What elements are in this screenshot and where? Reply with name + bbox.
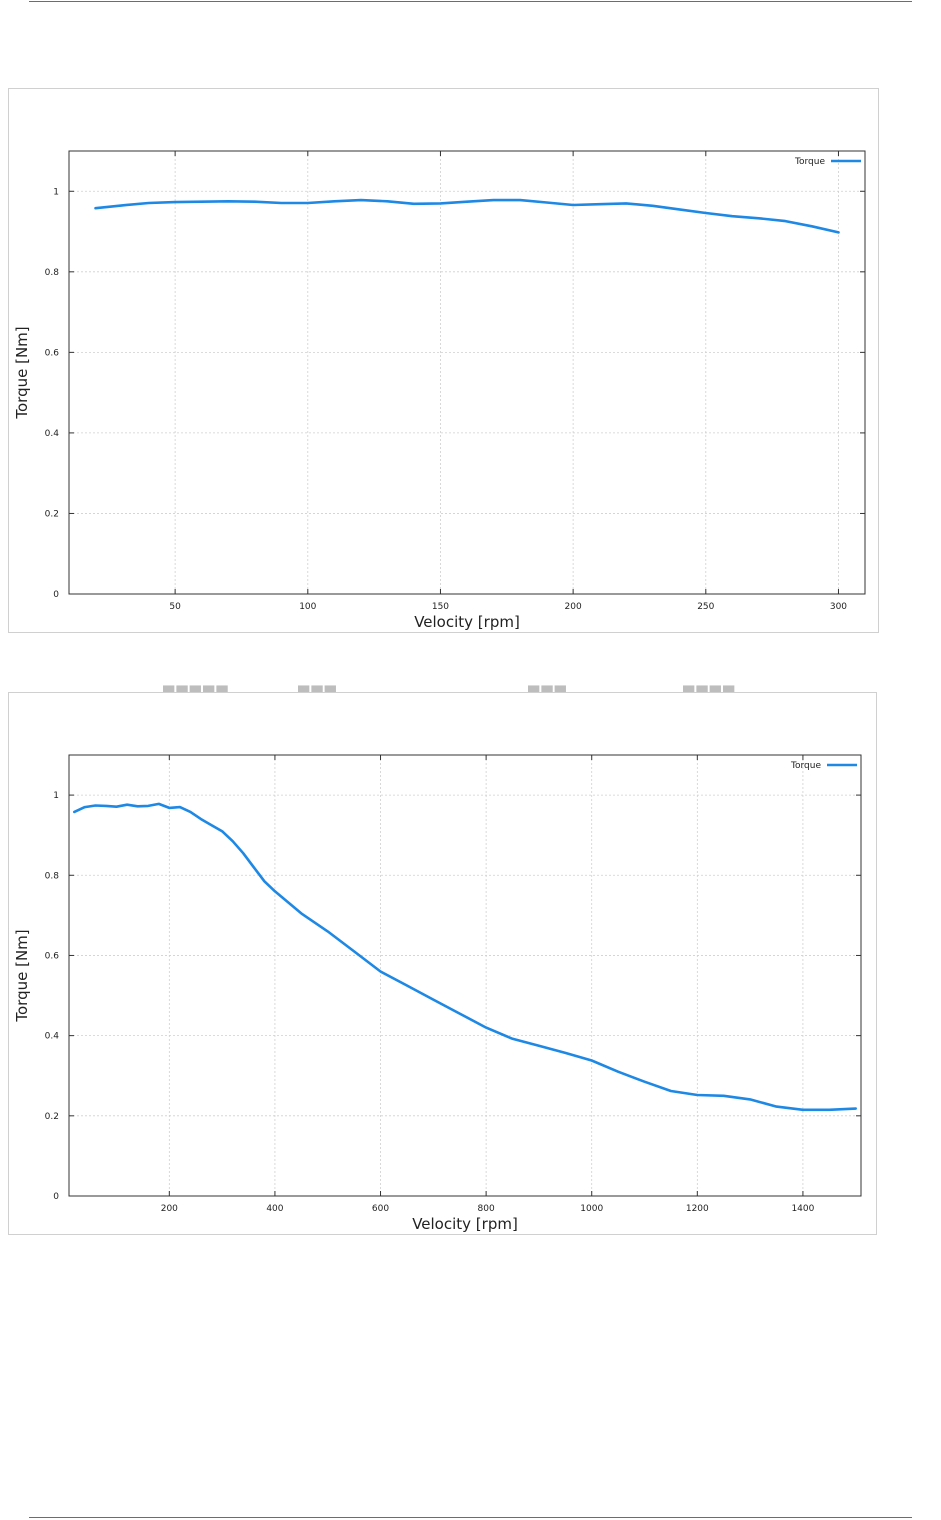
y-tick-label: 1 [53, 791, 59, 801]
y-tick-label: 0.6 [45, 951, 60, 961]
x-tick-label: 600 [372, 1204, 389, 1214]
y-tick-label: 0.8 [45, 268, 60, 278]
y-tick-label: 0.2 [45, 509, 59, 519]
x-tick-label: 200 [565, 602, 582, 612]
torque-velocity-chart-1500rpm: 200 400 600 800 1000 1200 1400 0 0.2 0.4 0.6 0.8 1 Ve… [13, 754, 862, 1233]
x-tick-label: 250 [697, 602, 714, 612]
y-tick-label: 0.4 [45, 429, 60, 439]
chart-panel-2: 200 400 600 800 1000 1200 1400 0 0.2 0.4 0.6 0.8 1 Ve… [8, 692, 877, 1235]
series-line-torque [73, 802, 858, 1112]
x-tick-label: 1200 [686, 1204, 709, 1214]
x-tick-label: 200 [161, 1204, 178, 1214]
chart-panel-1: 50 100 150 200 250 300 0 0.2 0.4 0.6 0.8 1 Velocity … [8, 88, 879, 633]
y-tick-label: 0 [53, 590, 59, 600]
cropped-caption-fragment: ▀▀▀▀▀ ▀▀▀ ▀▀▀ ▀▀▀▀ [8, 682, 877, 696]
y-tick-label: 0 [53, 1192, 59, 1202]
x-tick-label: 1400 [791, 1204, 814, 1214]
plot-frame [68, 754, 862, 1197]
y-tick-label: 0.8 [45, 871, 60, 881]
y-axis-label: Torque [Nm] [13, 929, 31, 1022]
x-tick-label: 300 [830, 602, 847, 612]
y-tick-label: 0.6 [45, 348, 60, 358]
legend-label: Torque [794, 157, 825, 167]
torque-velocity-chart-300rpm: 50 100 150 200 250 300 0 0.2 0.4 0.6 0.8 1 Velocity … [13, 150, 866, 631]
x-tick-label: 800 [478, 1204, 495, 1214]
x-tick-label: 1000 [580, 1204, 603, 1214]
y-tick-label: 0.2 [45, 1112, 59, 1122]
y-tick-label: 1 [53, 187, 59, 197]
x-tick-label: 50 [169, 602, 181, 612]
plot-frame [68, 150, 866, 595]
x-tick-label: 150 [432, 602, 449, 612]
bottom-rule [29, 1517, 912, 1518]
top-rule [29, 1, 912, 2]
series-line-torque [94, 198, 840, 234]
legend-label: Torque [790, 761, 821, 771]
x-tick-label: 100 [299, 602, 316, 612]
y-axis-label: Torque [Nm] [13, 326, 31, 419]
y-tick-label: 0.4 [45, 1032, 60, 1042]
x-axis-label: Velocity [rpm] [412, 1215, 518, 1233]
x-tick-label: 400 [266, 1204, 283, 1214]
x-axis-label: Velocity [rpm] [414, 613, 520, 631]
